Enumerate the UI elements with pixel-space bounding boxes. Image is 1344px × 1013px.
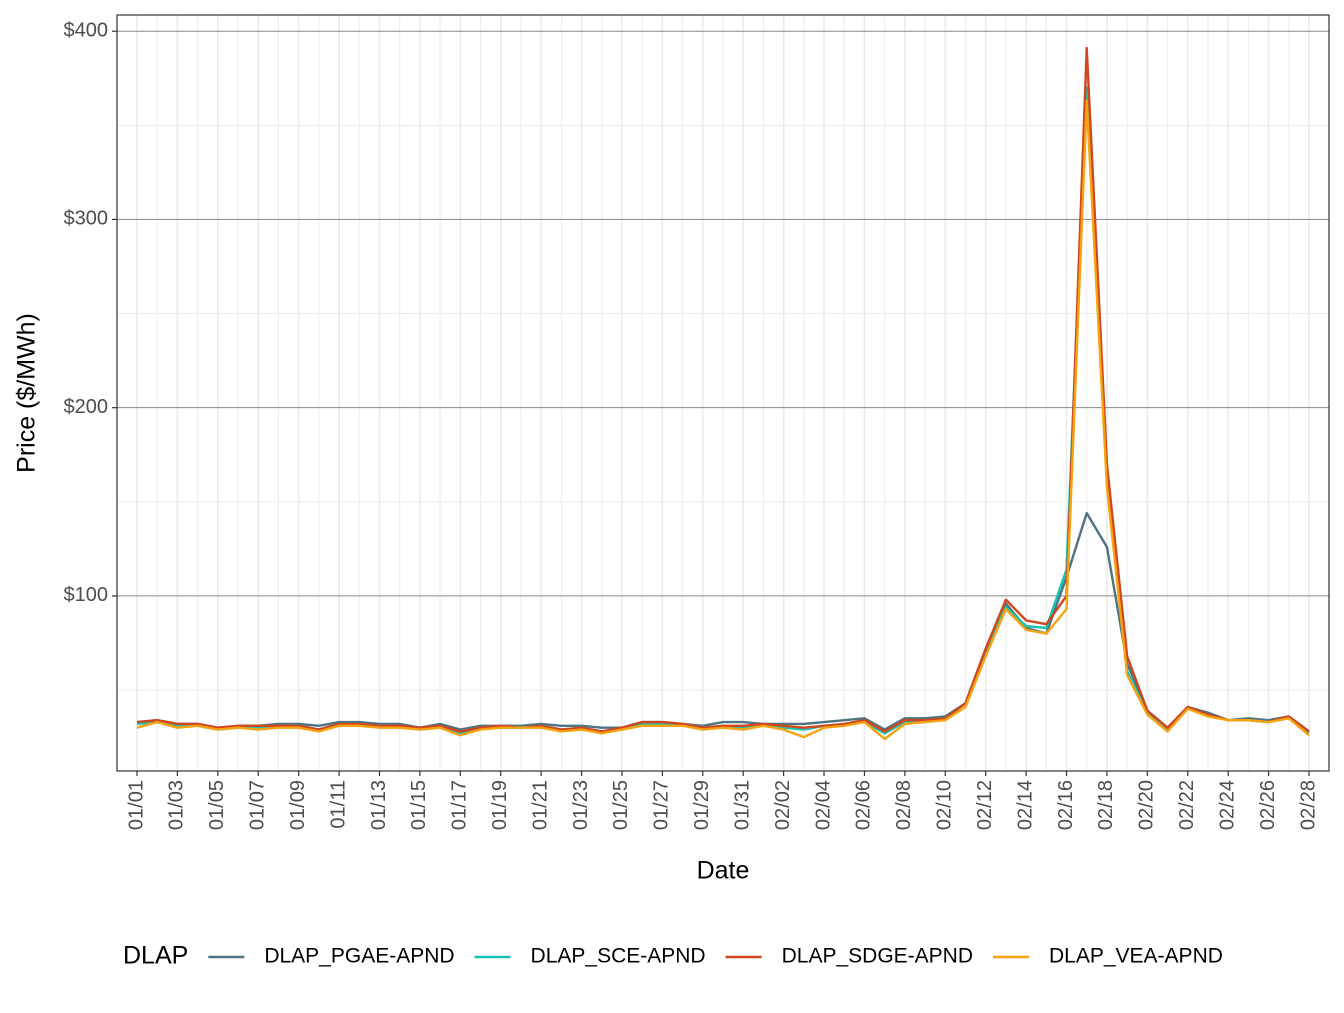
x-tick-label: 01/13 [368,780,390,830]
line-series [136,46,1310,733]
panel-border [116,14,1330,772]
x-tick-label: 02/22 [1176,780,1198,830]
x-tick-label: 01/15 [408,780,430,830]
x-tick-label: 01/17 [449,780,471,830]
x-axis-title: Date [697,857,750,885]
x-tick-label: 02/20 [1136,780,1158,830]
x-tick-label: 02/12 [974,780,996,830]
x-tick-label: 02/26 [1257,780,1279,830]
x-tick-label: 01/19 [489,780,511,830]
y-axis-title: Price ($/MWh) [13,313,41,473]
x-tick-label: 02/04 [812,780,834,830]
x-tick-label: 02/06 [853,780,875,830]
x-tick-label: 02/28 [1297,780,1319,830]
x-tick-label: 01/07 [247,780,269,830]
x-tick-label: 02/10 [934,780,956,830]
x-tick-label: 02/24 [1216,780,1238,830]
x-tick-label: 02/18 [1095,780,1117,830]
line-series [136,511,1310,733]
legend-label: DLAP_SDGE-APND [782,945,973,968]
line-series [136,99,1310,741]
y-tick-label: $300 [64,208,109,230]
x-tick-label: 01/09 [287,780,309,830]
x-tick-label: 01/05 [206,780,228,830]
legend-label: DLAP_SCE-APND [531,945,706,968]
legend-label: DLAP_PGAE-APND [264,945,454,968]
x-tick-label: 01/29 [691,780,713,830]
legend-title: DLAP [123,942,188,970]
x-tick-label: 01/01 [125,780,147,830]
x-tick-label: 01/21 [529,780,551,830]
x-tick-label: 02/02 [772,780,794,830]
x-tick-label: 01/31 [731,780,753,830]
x-tick-label: 02/08 [893,780,915,830]
y-tick-label: $100 [64,584,109,606]
x-tick-label: 01/03 [166,780,188,830]
x-tick-label: 01/11 [327,780,349,829]
x-tick-label: 02/16 [1055,780,1077,830]
x-tick-label: 01/23 [570,780,592,830]
y-tick-label: $400 [64,19,109,41]
x-tick-label: 01/25 [610,780,632,830]
x-tick-label: 02/14 [1014,780,1036,830]
x-tick-label: 01/27 [651,780,673,830]
y-tick-label: $200 [64,396,109,418]
legend-label: DLAP_VEA-APND [1049,945,1223,968]
